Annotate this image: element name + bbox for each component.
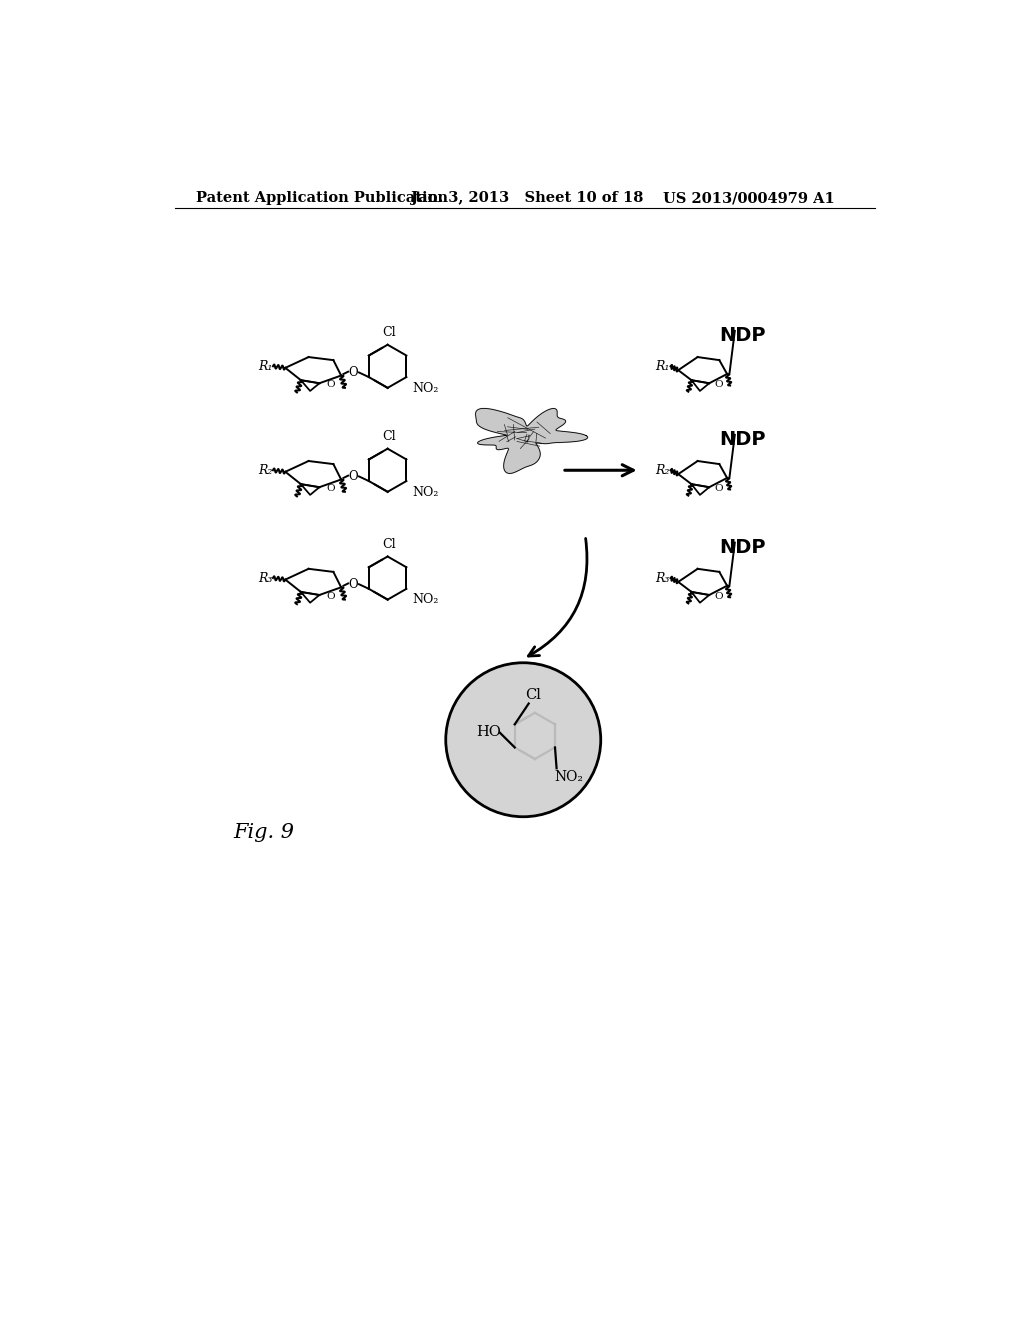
Text: R₂: R₂ [655, 463, 670, 477]
Text: R₁: R₁ [258, 360, 272, 372]
Text: NO₂: NO₂ [413, 381, 439, 395]
Polygon shape [475, 408, 588, 474]
FancyArrowPatch shape [528, 539, 587, 656]
Text: Cl: Cl [382, 430, 396, 444]
Text: O: O [714, 484, 723, 494]
Text: NDP: NDP [719, 326, 766, 345]
Text: O: O [326, 484, 335, 494]
Text: R₃: R₃ [258, 572, 272, 585]
Text: R₃: R₃ [655, 572, 670, 585]
Text: NO₂: NO₂ [413, 486, 439, 499]
Text: NO₂: NO₂ [554, 770, 584, 784]
Text: Patent Application Publication: Patent Application Publication [197, 191, 449, 206]
Text: Cl: Cl [382, 326, 396, 339]
Text: R₁: R₁ [655, 360, 670, 372]
Text: O: O [349, 578, 358, 591]
Text: O: O [714, 380, 723, 389]
Text: NO₂: NO₂ [413, 594, 439, 606]
Text: US 2013/0004979 A1: US 2013/0004979 A1 [663, 191, 835, 206]
Text: O: O [326, 593, 335, 601]
Text: NDP: NDP [719, 430, 766, 449]
Circle shape [445, 663, 601, 817]
Text: Cl: Cl [382, 539, 396, 552]
Text: O: O [349, 470, 358, 483]
Text: HO: HO [476, 725, 501, 739]
Text: Fig. 9: Fig. 9 [233, 822, 294, 842]
Text: O: O [326, 380, 335, 389]
Text: Jan. 3, 2013   Sheet 10 of 18: Jan. 3, 2013 Sheet 10 of 18 [411, 191, 643, 206]
Text: R₂: R₂ [258, 463, 272, 477]
Text: Cl: Cl [525, 688, 542, 702]
Text: O: O [714, 593, 723, 601]
Text: NDP: NDP [719, 537, 766, 557]
Text: O: O [349, 366, 358, 379]
